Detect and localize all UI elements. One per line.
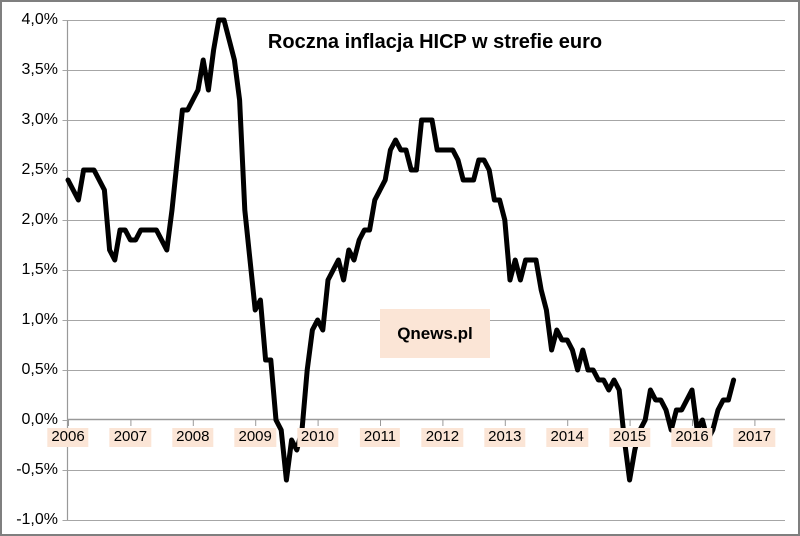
x-axis-label: 2014 [546, 428, 588, 447]
y-axis-label: -1,0% [16, 511, 58, 528]
x-axis-label: 2008 [172, 428, 214, 447]
chart-title: Roczna inflacja HICP w strefie euro [267, 31, 603, 53]
y-axis-label: 0,5% [21, 361, 58, 378]
x-axis-label: 2007 [109, 428, 152, 447]
x-axis-label: 2013 [484, 428, 526, 447]
watermark-badge: Qnews.pl [380, 309, 490, 358]
y-axis-label: 1,0% [21, 311, 58, 328]
x-axis-label: 2015 [608, 428, 651, 447]
x-axis-label: 2012 [421, 428, 464, 447]
gridlines [67, 20, 785, 521]
y-axis-label: 1,5% [21, 261, 58, 278]
y-axis-label: 3,5% [21, 61, 58, 78]
y-axis-label: 0,0% [21, 411, 58, 428]
x-axis-label: 2010 [296, 428, 339, 447]
y-axis-label: 2,5% [21, 161, 58, 178]
axis-ticks [62, 20, 756, 521]
y-axis-label: 2,0% [21, 211, 58, 228]
x-axis-label: 2017 [733, 428, 776, 447]
y-axis-label: 3,0% [21, 111, 58, 128]
x-axis-label: 2006 [47, 428, 89, 447]
y-axis-label: 4,0% [21, 11, 58, 28]
x-axis-label: 2009 [234, 428, 276, 447]
x-axis-label: 2011 [359, 428, 401, 447]
inflation-line [65, 17, 737, 483]
x-axis-label: 2016 [671, 428, 713, 447]
y-axis-label: -0,5% [16, 461, 58, 478]
